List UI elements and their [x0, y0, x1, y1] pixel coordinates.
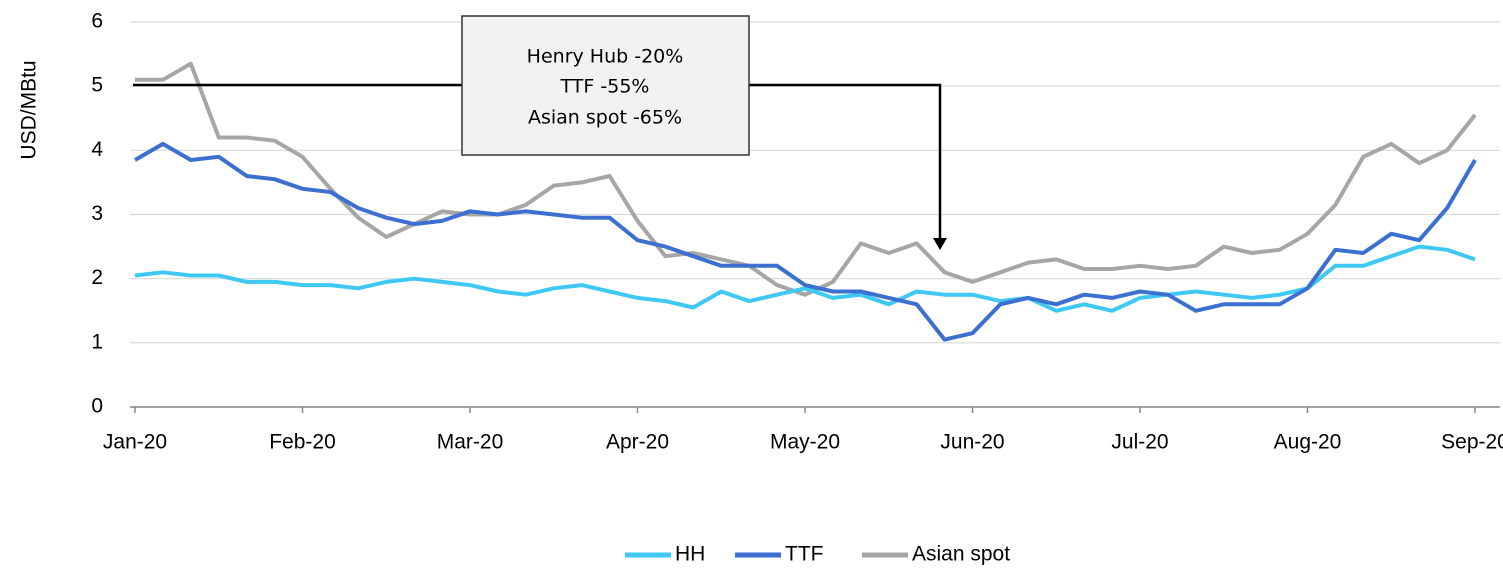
x-tick-label: Aug-20: [1274, 431, 1342, 454]
x-tick-label: May-20: [770, 431, 840, 454]
series-line: [134, 141, 1477, 342]
series-line: [134, 244, 1476, 313]
x-tick-label: Jan-20: [103, 431, 167, 454]
x-tick-label: Feb-20: [269, 431, 336, 454]
y-tick-label: 2: [91, 266, 103, 289]
y-tick-label: 4: [91, 138, 103, 161]
y-tick-label: 5: [91, 74, 103, 97]
legend-label: HH: [675, 543, 705, 566]
y-tick-label: 6: [91, 10, 103, 33]
plot: 0 1 2 3 4 5 6 Jan-20 Feb-20 Mar-20 Apr-20 May-20 Jun…: [91, 10, 1503, 566]
annotation-text: Henry Hub -20%: [527, 46, 684, 68]
x-tick-label: Sep-20: [1441, 431, 1503, 454]
x-tick-label: Jun-20: [940, 431, 1004, 454]
legend-label: TTF: [785, 543, 823, 566]
y-tick-label: 3: [91, 202, 103, 225]
annotation-text: Asian spot -65%: [528, 107, 682, 129]
series-line: [135, 61, 1477, 297]
x-tick-label: Jul-20: [1111, 431, 1168, 454]
annotation-box: [461, 15, 750, 156]
x-tick-label: Apr-20: [606, 431, 669, 454]
y-tick-label: 0: [91, 395, 103, 418]
y-axis-label: USD/MBtu: [18, 60, 41, 159]
legend-label: Asian spot: [912, 543, 1010, 566]
annotation-arrowhead: [933, 238, 947, 250]
annotation-text: TTF -55%: [560, 76, 650, 98]
x-tick-label: Mar-20: [437, 431, 504, 454]
annotation-bracket: [133, 83, 942, 240]
y-tick-label: 1: [91, 330, 103, 353]
